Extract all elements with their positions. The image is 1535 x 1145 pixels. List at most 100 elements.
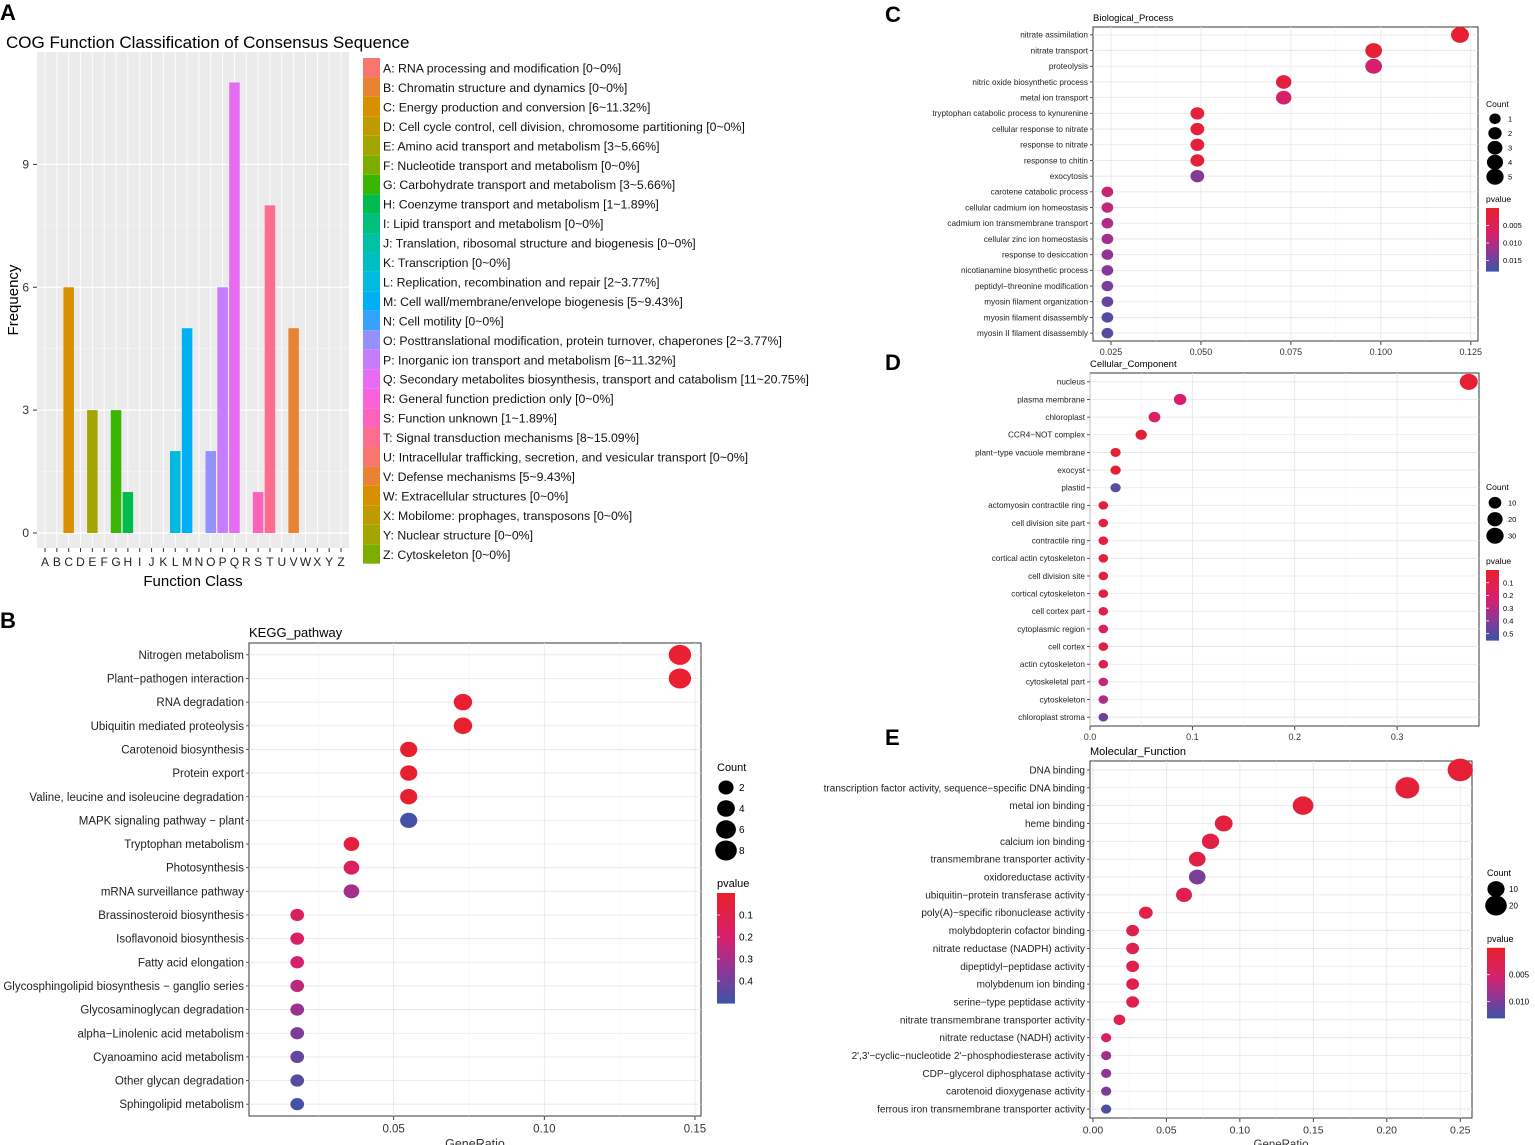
pvalue-colorbar-segment [1486,615,1499,618]
count-legend-title: Count [1486,482,1509,492]
count-legend-dot [1487,881,1505,897]
term-label: cell cortex part [1032,607,1086,616]
data-point [1101,249,1114,260]
term-label: myosin II filament disassembly [977,329,1089,338]
term-label: poly(A)−specific ribonuclease activity [921,908,1085,919]
data-point [1276,75,1292,89]
term-label: Photosynthesis [166,863,244,875]
x-tick-label: D [76,555,85,569]
term-label: carotene catabolic process [991,188,1088,197]
data-point [343,837,360,852]
bar [264,205,276,533]
data-point [1126,978,1140,990]
pvalue-colorbar-segment [1487,968,1505,972]
pvalue-colorbar-segment [1486,596,1499,599]
pvalue-colorbar-segment [1486,209,1499,212]
x-tick-label: 0.050 [1190,347,1213,357]
pvalue-colorbar-segment [1487,979,1505,982]
pvalue-colorbar-segment [1486,264,1499,267]
x-tick-label: C [64,555,73,569]
pvalue-colorbar-segment [1486,239,1499,242]
data-point [1101,312,1114,323]
data-point [1098,712,1109,722]
data-point [400,741,418,758]
plot-panel [248,642,702,1117]
pvalue-colorbar-segment [1486,620,1499,624]
y-tick-label: 0 [22,526,29,540]
pvalue-colorbar-segment [1486,223,1499,226]
pvalue-colorbar-segment [1486,237,1499,241]
pvalue-colorbar-segment [1486,255,1499,258]
pvalue-colorbar-segment [1486,575,1499,578]
pvalue-colorbar-segment [1487,1002,1505,1005]
legend-swatch [363,291,380,311]
legend-label: M: Cell wall/membrane/envelope biogenesi… [383,295,683,309]
count-legend-title: Count [1487,868,1512,878]
data-point [1176,887,1193,903]
legend-swatch [363,271,380,292]
data-point [1101,1068,1112,1078]
term-label: serine−type peptidase activity [954,997,1085,1008]
pvalue-colorbar-segment [1487,1016,1505,1019]
legend-label: A: RNA processing and modification [0~0%… [383,62,621,76]
term-label: proteolysis [1049,62,1088,71]
bar [122,492,134,533]
pvalue-colorbar-segment [1486,215,1499,219]
legend-swatch [363,466,380,486]
pvalue-colorbar-segment [717,928,735,933]
pvalue-legend-title: pvalue [717,878,749,890]
pvalue-colorbar-segment [1486,571,1499,575]
x-tick-label: 0.1 [1186,732,1199,742]
term-label: Other glycan degradation [115,1076,244,1088]
pvalue-colorbar-segment [1486,222,1499,225]
pvalue-colorbar-segment [1486,629,1499,632]
pvalue-colorbar-segment [717,923,735,927]
pvalue-colorbar-segment [717,926,735,930]
data-point [1365,58,1383,74]
panel-letter-a: A [0,0,16,25]
pvalue-colorbar-segment [1486,594,1499,597]
x-axis-label: GeneRatio [1254,1139,1309,1145]
data-point [1101,1050,1112,1061]
count-legend-dot [1488,496,1502,509]
pvalue-colorbar-segment [717,931,735,935]
count-legend-dot [718,780,734,795]
term-label: nitrate transport [1031,46,1089,55]
count-legend-label: 5 [1508,172,1512,181]
term-label: metal ion transport [1020,94,1089,103]
data-point [668,668,692,689]
x-tick-label: T [266,555,274,569]
legend-swatch [363,369,380,389]
legend-swatch [363,233,380,253]
x-tick-label: I [138,555,141,569]
bar [205,451,217,533]
pvalue-colorbar-segment [717,972,735,977]
legend-swatch [363,194,380,214]
pvalue-colorbar-segment [717,945,735,949]
pvalue-legend-label: 0.3 [739,955,753,966]
legend-swatch [363,310,380,331]
term-label: transmembrane transporter activity [930,855,1085,866]
bar [87,410,98,533]
data-point [1101,186,1114,198]
legend-swatch [363,388,380,409]
legend-swatch [363,135,380,156]
term-label: Sphingolipid metabolism [119,1099,244,1111]
legend-label: E: Amino acid transport and metabolism [… [383,139,660,153]
pvalue-colorbar-segment [1486,259,1499,263]
term-label: Nitrogen metabolism [139,650,244,662]
term-label: actomyosin contractile ring [988,501,1085,510]
pvalue-colorbar-segment [1486,267,1499,271]
legend-label: P: Inorganic ion transport and metabolis… [383,353,676,367]
pvalue-colorbar-segment [717,992,735,996]
data-point [1451,26,1469,43]
x-tick-label: J [149,555,155,569]
x-tick-label: 0.0 [1084,732,1097,742]
pvalue-colorbar-segment [1487,947,1505,951]
term-label: Tryptophan metabolism [124,839,244,851]
term-label: 2',3'−cyclic−nucleotide 2'−phosphodieste… [852,1051,1085,1062]
chart-title: COG Function Classification of Consensus… [6,33,409,52]
pvalue-colorbar-segment [717,939,735,944]
